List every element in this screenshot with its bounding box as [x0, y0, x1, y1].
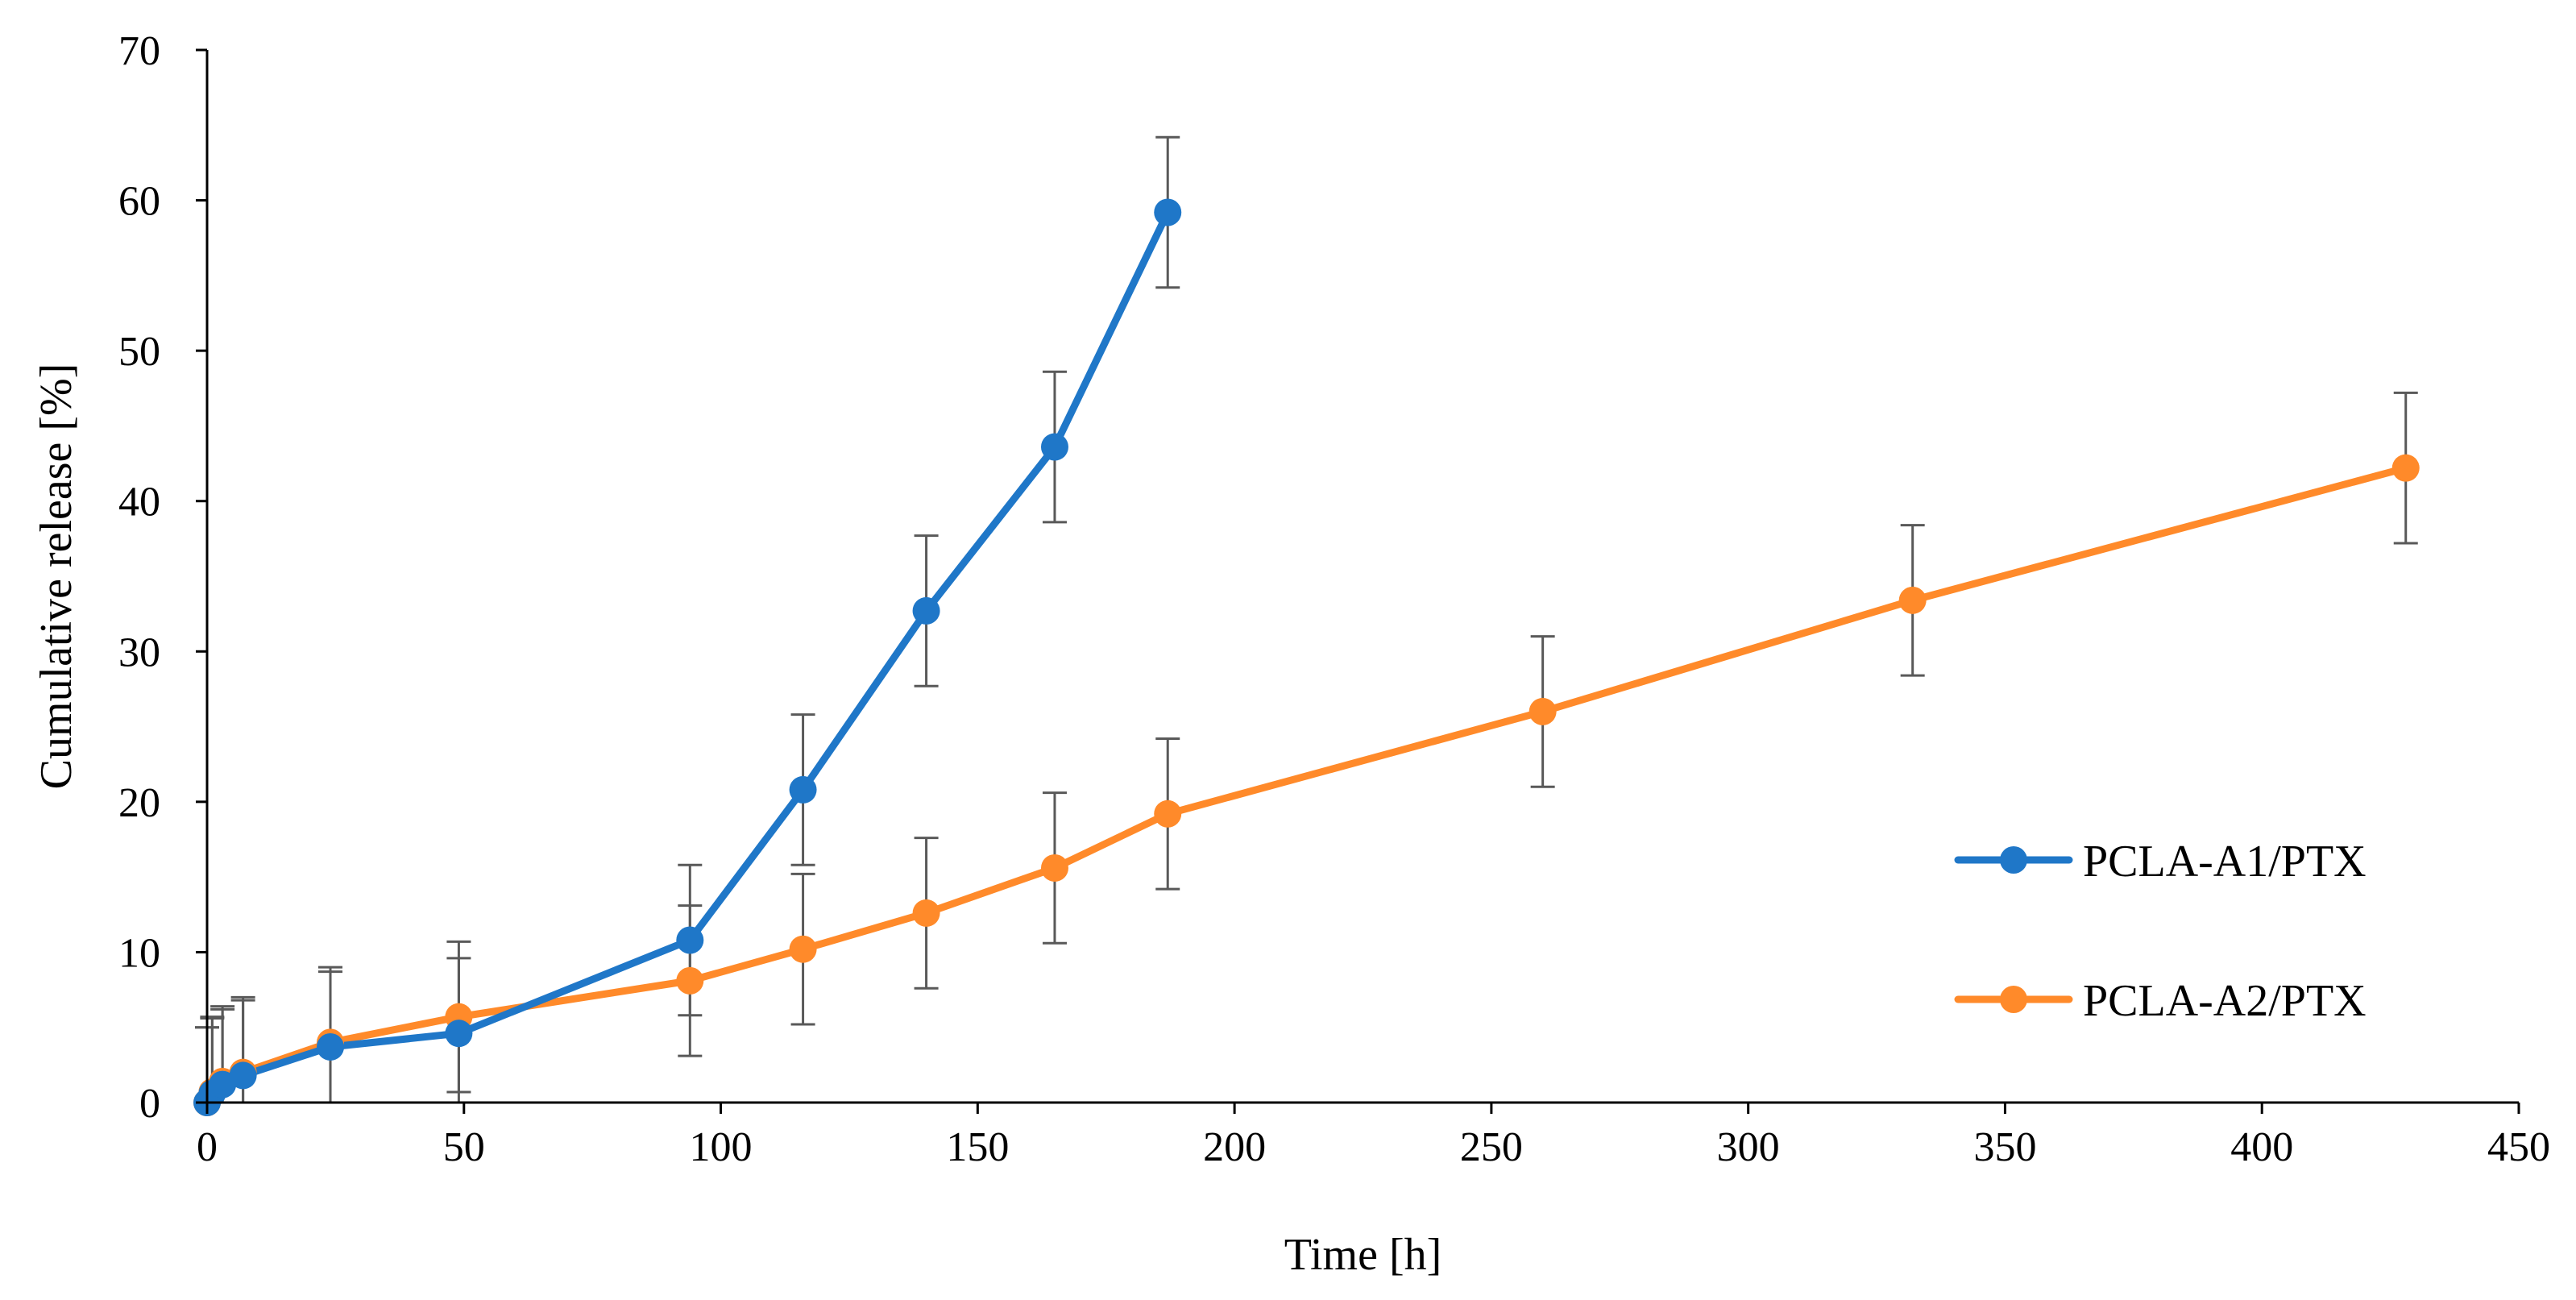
x-axis-title: Time [h]	[1284, 1230, 1442, 1280]
data-point-series-2	[2391, 454, 2420, 482]
data-point-series-1	[209, 1070, 237, 1099]
data-point-series-1	[676, 926, 704, 954]
series-line-2	[203, 464, 2410, 1107]
data-point-series-2	[1529, 697, 1557, 725]
data-point-series-1	[445, 1020, 473, 1048]
legend-label-series-2: PCLA-A2/PTX	[2083, 976, 2367, 1026]
markers-layer	[193, 198, 2420, 1116]
legend-marker-series-2	[2000, 986, 2027, 1013]
y-axis-title: Cumulative release [%]	[31, 363, 81, 790]
x-tick-label: 350	[1973, 1124, 2036, 1170]
x-tick-label: 0	[197, 1124, 218, 1170]
legend-label-series-1: PCLA-A1/PTX	[2083, 837, 2367, 887]
error-bars-layer	[195, 135, 2418, 1103]
x-tick-label: 300	[1717, 1124, 1780, 1170]
y-tick-label: 30	[118, 629, 160, 675]
axes-layer: 0 50 100 150 200 250 300 350 400 450 0 10 20 30 40 50 60…	[31, 28, 2550, 1280]
series-lines-layer	[203, 208, 2410, 1107]
x-tick-label: 50	[443, 1124, 485, 1170]
data-point-series-1	[229, 1061, 257, 1090]
legend: PCLA-A1/PTX PCLA-A2/PTX	[1954, 837, 2367, 1026]
data-point-series-1	[317, 1032, 345, 1061]
y-tick-label: 10	[118, 930, 160, 976]
y-tick-label: 0	[139, 1081, 160, 1127]
data-point-series-2	[789, 935, 817, 963]
x-tick-label: 150	[946, 1124, 1009, 1170]
data-point-series-1	[912, 596, 940, 625]
data-point-series-1	[1040, 433, 1068, 461]
data-point-series-1	[1154, 198, 1182, 226]
y-tick-label: 60	[118, 179, 160, 225]
y-tick-label: 40	[118, 480, 160, 525]
data-point-series-2	[912, 899, 940, 927]
x-tick-label: 400	[2230, 1124, 2293, 1170]
x-tick-label: 100	[690, 1124, 753, 1170]
y-tick-label: 20	[118, 780, 160, 826]
data-point-series-2	[1898, 586, 1927, 614]
legend-marker-series-1	[2000, 846, 2027, 874]
data-point-series-2	[1154, 800, 1182, 828]
x-tick-label: 250	[1460, 1124, 1523, 1170]
data-point-series-2	[676, 966, 704, 995]
data-point-series-1	[789, 775, 817, 804]
data-point-series-2	[1040, 854, 1068, 882]
x-tick-label: 200	[1203, 1124, 1266, 1170]
y-tick-label: 50	[118, 329, 160, 375]
y-tick-label: 70	[118, 28, 160, 74]
x-tick-label: 450	[2487, 1124, 2550, 1170]
